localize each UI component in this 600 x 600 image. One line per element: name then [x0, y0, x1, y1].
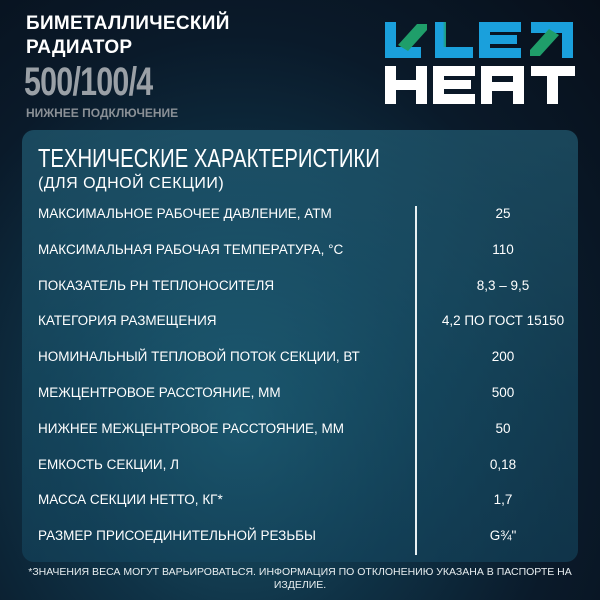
specs-panel	[22, 130, 578, 562]
spec-value: 50	[495, 420, 511, 436]
spec-value: 500	[491, 385, 515, 400]
specs-subtitle: (ДЛЯ ОДНОЙ СЕКЦИИ)	[38, 175, 225, 192]
spec-row: НИЖНЕЕ МЕЖЦЕНТРОВОЕ РАССТОЯНИЕ, ММ 50	[38, 419, 568, 439]
brand-logo	[385, 22, 575, 104]
spec-label: КАТЕГОРИЯ РАЗМЕЩЕНИЯ	[38, 313, 217, 329]
footnote: *ЗНАЧЕНИЯ ВЕСА МОГУТ ВАРЬИРОВАТЬСЯ. ИНФО…	[28, 566, 572, 591]
spec-label: РАЗМЕР ПРИСОЕДИНИТЕЛЬНОЙ РЕЗЬБЫ	[38, 528, 316, 544]
spec-label: НИЖНЕЕ МЕЖЦЕНТРОВОЕ РАССТОЯНИЕ, ММ	[38, 420, 345, 436]
spec-row: НОМИНАЛЬНЫЙ ТЕПЛОВОЙ ПОТОК СЕКЦИИ, ВТ 200	[38, 347, 568, 367]
spec-row: ПОКАЗАТЕЛЬ PH ТЕПЛОНОСИТЕЛЯ 8,3 – 9,5	[38, 276, 568, 296]
column-divider	[415, 206, 417, 555]
spec-row: МАКСИМАЛЬНАЯ РАБОЧАЯ ТЕМПЕРАТУРА, °С 110	[38, 240, 568, 260]
spec-label: МЕЖЦЕНТРОВОЕ РАССТОЯНИЕ, ММ	[38, 385, 281, 400]
title-line-2: РАДИАТОР	[26, 37, 133, 58]
spec-label: НОМИНАЛЬНЫЙ ТЕПЛОВОЙ ПОТОК СЕКЦИИ, ВТ	[38, 349, 360, 365]
spec-row: КАТЕГОРИЯ РАЗМЕЩЕНИЯ 4,2 ПО ГОСТ 15150	[38, 311, 568, 331]
connection-type: НИЖНЕЕ ПОДКЛЮЧЕНИЕ	[26, 106, 179, 120]
title-line-1: БИМЕТАЛЛИЧЕСКИЙ	[26, 13, 230, 34]
arrow-down-left-icon	[385, 22, 427, 58]
model-number: 500/100/4	[24, 60, 153, 104]
spec-value: 1,7	[493, 492, 513, 508]
specs-title: ТЕХНИЧЕСКИЕ ХАРАКТЕРИСТИКИ	[38, 143, 380, 173]
spec-label: МАССА СЕКЦИИ НЕТТО, КГ*	[38, 492, 223, 508]
spec-row: ЕМКОСТЬ СЕКЦИИ, Л 0,18	[38, 455, 568, 475]
arrow-up-right-icon	[530, 22, 573, 58]
spec-value: 0,18	[489, 456, 517, 472]
spec-row: МАССА СЕКЦИИ НЕТТО, КГ* 1,7	[38, 490, 568, 510]
logo-heat	[385, 66, 575, 104]
spec-value: 4,2 ПО ГОСТ 15150	[441, 313, 565, 329]
product-title: БИМЕТАЛЛИЧЕСКИЙ РАДИАТОР	[26, 12, 230, 60]
spec-value: 25	[495, 206, 511, 221]
spec-value: 200	[491, 349, 515, 365]
spec-value: 110	[492, 241, 514, 257]
spec-label: ЕМКОСТЬ СЕКЦИИ, Л	[38, 456, 179, 472]
spec-row: МЕЖЦЕНТРОВОЕ РАССТОЯНИЕ, ММ 500	[38, 383, 568, 403]
spec-value: G¾"	[489, 528, 517, 544]
spec-row: РАЗМЕР ПРИСОЕДИНИТЕЛЬНОЙ РЕЗЬБЫ G¾"	[38, 526, 568, 546]
spec-value: 8,3 – 9,5	[476, 277, 530, 293]
spec-label: ПОКАЗАТЕЛЬ PH ТЕПЛОНОСИТЕЛЯ	[38, 277, 275, 293]
spec-label: МАКСИМАЛЬНАЯ РАБОЧАЯ ТЕМПЕРАТУРА, °С	[38, 241, 344, 257]
spec-row: МАКСИМАЛЬНОЕ РАБОЧЕЕ ДАВЛЕНИЕ, АТМ 25	[38, 204, 568, 224]
spec-label: МАКСИМАЛЬНОЕ РАБОЧЕЕ ДАВЛЕНИЕ, АТМ	[38, 206, 332, 221]
